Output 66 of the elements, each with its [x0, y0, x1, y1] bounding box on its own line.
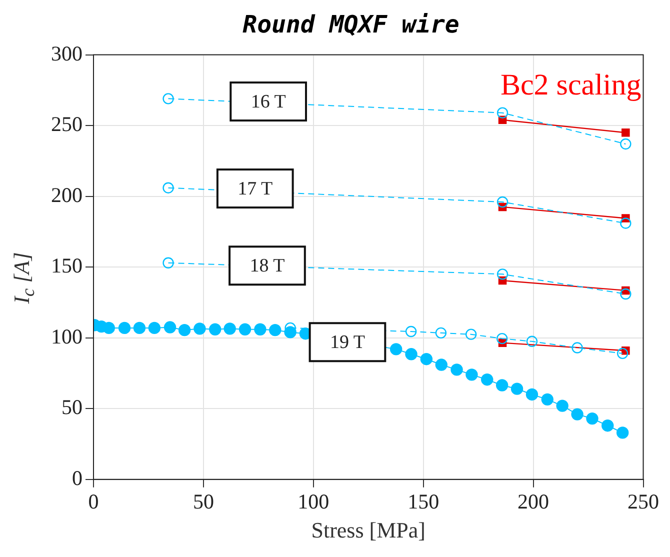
point	[496, 379, 508, 392]
annotation: 17 T	[238, 178, 274, 200]
point	[510, 382, 524, 395]
point	[620, 288, 632, 300]
point	[162, 182, 174, 194]
point	[496, 268, 508, 280]
y-tick-label: 250	[51, 112, 82, 136]
point	[556, 400, 568, 412]
point	[496, 196, 508, 208]
point	[118, 322, 131, 334]
annotation: Bc2 scaling	[500, 68, 642, 102]
point	[405, 348, 418, 360]
point	[622, 128, 630, 137]
point	[541, 393, 554, 406]
point	[148, 322, 161, 334]
point	[616, 426, 629, 439]
y-tick-label: 150	[51, 254, 82, 278]
point	[133, 322, 146, 334]
point	[435, 358, 448, 371]
x-tick-label: 50	[192, 490, 214, 514]
point	[102, 322, 115, 334]
annotation: 18 T	[250, 256, 286, 277]
point	[209, 323, 222, 336]
x-tick-label: 250	[628, 490, 659, 514]
point	[162, 257, 174, 268]
point	[571, 408, 584, 420]
point	[450, 364, 463, 376]
annotation: 19 T	[330, 332, 366, 354]
point	[224, 322, 236, 335]
point	[269, 324, 282, 336]
point	[496, 332, 508, 344]
point	[405, 326, 417, 338]
point	[526, 336, 538, 348]
x-tick-label: 0	[88, 490, 99, 514]
point	[465, 328, 477, 340]
chart-title: Round MQXF wire	[242, 10, 460, 39]
x-axis-title: Stress [MPa]	[311, 518, 426, 543]
x-tick-label: 150	[408, 490, 440, 514]
y-tick-label: 200	[51, 182, 82, 207]
point	[194, 322, 206, 335]
annotation: 16 T	[250, 91, 286, 112]
point	[254, 323, 266, 336]
point	[238, 323, 252, 336]
point	[481, 374, 494, 386]
point	[496, 107, 508, 118]
y-tick-label: 50	[62, 395, 82, 420]
point	[284, 326, 296, 338]
point	[526, 388, 538, 401]
y-tick-label: 0	[72, 466, 82, 490]
point	[620, 138, 632, 150]
y-tick-label: 300	[51, 41, 82, 66]
point	[616, 348, 628, 360]
point	[435, 327, 447, 339]
point	[586, 412, 598, 425]
y-tick-label: 100	[51, 324, 82, 348]
point	[162, 93, 174, 104]
point	[602, 420, 614, 432]
point	[178, 324, 191, 336]
point	[390, 343, 402, 356]
x-tick-label: 200	[518, 490, 550, 514]
point	[466, 368, 478, 381]
point	[620, 218, 632, 229]
x-tick-label: 100	[298, 490, 330, 514]
point	[164, 321, 176, 334]
point	[420, 352, 433, 366]
point	[572, 342, 583, 354]
